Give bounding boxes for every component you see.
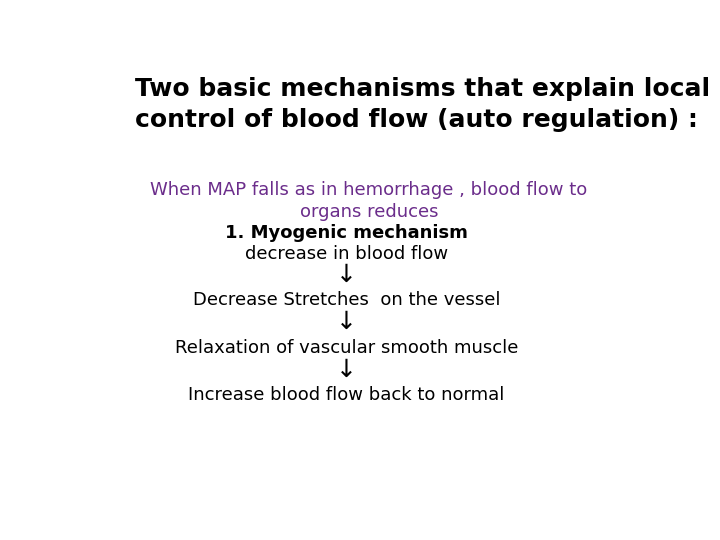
- Text: Increase blood flow back to normal: Increase blood flow back to normal: [189, 386, 505, 403]
- Text: ↓: ↓: [336, 310, 357, 334]
- Text: Decrease Stretches  on the vessel: Decrease Stretches on the vessel: [193, 291, 500, 309]
- Text: 1. Myogenic mechanism: 1. Myogenic mechanism: [225, 224, 468, 242]
- Text: When MAP falls as in hemorrhage , blood flow to
organs reduces: When MAP falls as in hemorrhage , blood …: [150, 181, 588, 221]
- Text: Two basic mechanisms that explain local
control of blood flow (auto regulation) : Two basic mechanisms that explain local …: [135, 77, 710, 132]
- Text: ↓: ↓: [336, 357, 357, 382]
- Text: decrease in blood flow: decrease in blood flow: [245, 245, 449, 263]
- Text: ↓: ↓: [336, 263, 357, 287]
- Text: Relaxation of vascular smooth muscle: Relaxation of vascular smooth muscle: [175, 339, 518, 356]
